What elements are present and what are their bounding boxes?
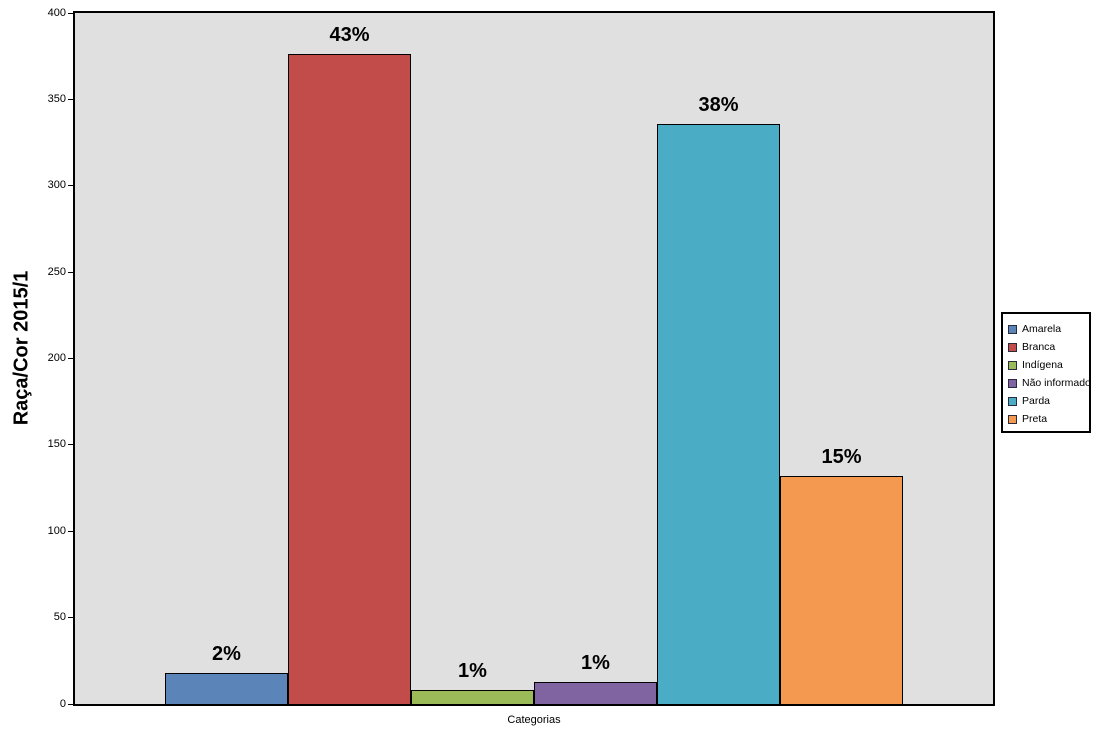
y-tick-mark bbox=[68, 617, 74, 619]
legend-item-não-informado: Não informado bbox=[1008, 374, 1091, 392]
legend-item-indígena: Indígena bbox=[1008, 356, 1089, 374]
legend-label: Preta bbox=[1022, 412, 1048, 425]
legend-item-amarela: Amarela bbox=[1008, 320, 1089, 338]
legend-item-preta: Preta bbox=[1008, 410, 1089, 428]
bar-parda bbox=[657, 123, 780, 704]
y-axis-title: Raça/Cor 2015/1 bbox=[10, 270, 33, 426]
y-tick-mark bbox=[68, 530, 74, 532]
bar-value-label: 1% bbox=[581, 651, 610, 674]
legend-label: Indígena bbox=[1022, 358, 1063, 371]
y-tick-mark bbox=[68, 271, 74, 273]
y-tick-mark bbox=[68, 703, 74, 705]
legend-swatch-icon bbox=[1008, 378, 1017, 388]
bar-branca bbox=[288, 54, 411, 704]
y-tick-label: 200 bbox=[47, 352, 66, 364]
bar-value-label: 38% bbox=[698, 93, 739, 116]
y-tick-mark bbox=[68, 12, 74, 14]
legend-label: Não informado bbox=[1022, 376, 1091, 389]
legend-item-branca: Branca bbox=[1008, 338, 1089, 356]
legend-swatch-icon bbox=[1008, 342, 1017, 352]
y-tick-mark bbox=[68, 358, 74, 359]
y-tick-label: 250 bbox=[47, 265, 66, 278]
legend-swatch-icon bbox=[1008, 396, 1017, 406]
legend-swatch-icon bbox=[1008, 324, 1017, 334]
legend-label: Branca bbox=[1022, 340, 1056, 353]
y-tick-label: 150 bbox=[47, 438, 66, 451]
plot-area: 2% 43% 1% 1% 38% 15% bbox=[73, 11, 995, 706]
bar-value-label: 43% bbox=[329, 24, 370, 47]
x-axis-title: Categorias bbox=[507, 714, 561, 726]
legend-swatch-icon bbox=[1008, 360, 1017, 370]
bar-value-label: 2% bbox=[212, 642, 241, 665]
y-tick-mark bbox=[68, 444, 74, 446]
y-tick-label: 50 bbox=[53, 611, 66, 624]
y-tick-label: 100 bbox=[47, 524, 66, 537]
y-tick-label: 400 bbox=[47, 6, 66, 19]
bar-não-informado bbox=[534, 681, 657, 704]
y-tick-mark bbox=[68, 98, 74, 100]
legend-label: Amarela bbox=[1022, 322, 1062, 335]
bar-value-label: 1% bbox=[458, 660, 487, 683]
bar-value-label: 15% bbox=[821, 445, 862, 468]
bar-preta bbox=[780, 475, 903, 704]
legend-label: Parda bbox=[1022, 394, 1051, 407]
y-tick-mark bbox=[68, 185, 74, 187]
bar-amarela bbox=[165, 672, 288, 704]
bar-indígena bbox=[411, 690, 534, 704]
y-tick-label: 300 bbox=[47, 179, 66, 192]
y-tick-label: 0 bbox=[59, 697, 66, 710]
legend-swatch-icon bbox=[1008, 414, 1017, 424]
legend: Amarela Branca Indígena Não informado Parda P… bbox=[1001, 312, 1091, 433]
legend-item-parda: Parda bbox=[1008, 392, 1089, 410]
y-tick-label: 350 bbox=[47, 92, 66, 105]
